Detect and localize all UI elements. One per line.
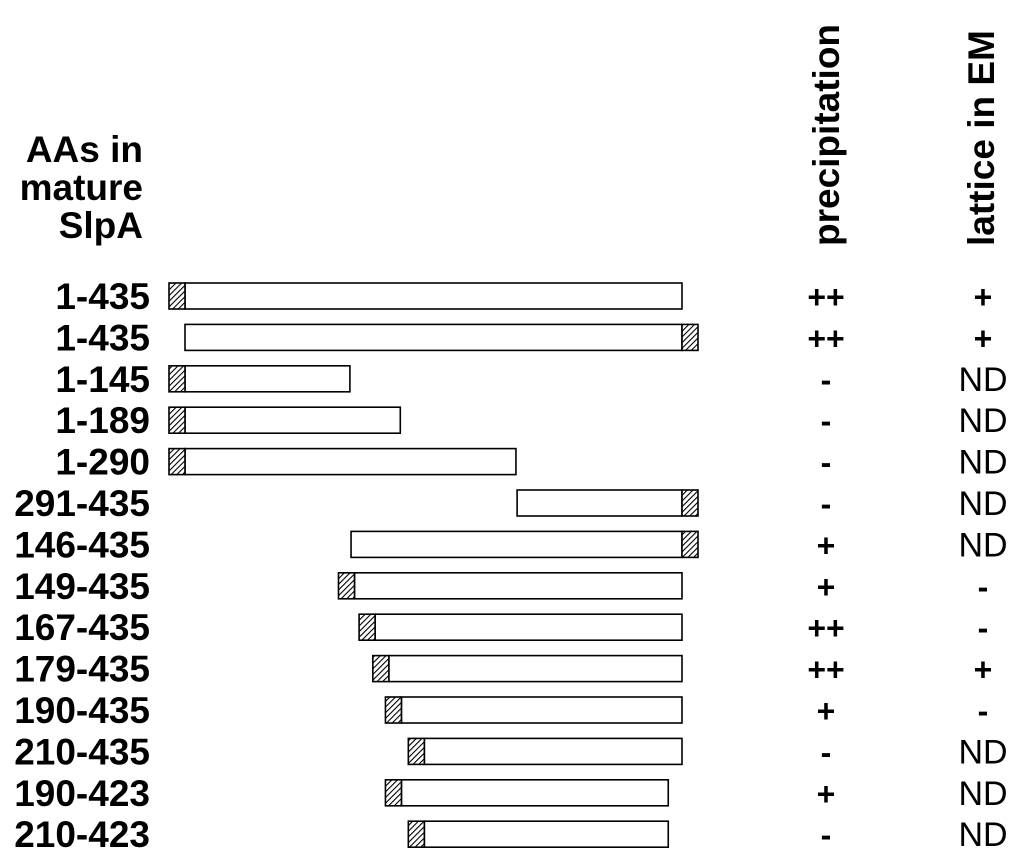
construct-label: 149-435	[14, 566, 150, 607]
construct-bar	[374, 613, 683, 642]
precipitation-value: -	[821, 403, 832, 439]
lattice-value: +	[974, 652, 993, 688]
precipitation-value: ++	[807, 279, 844, 315]
construct-label: 1-290	[55, 442, 150, 483]
tag-box-icon	[407, 820, 426, 849]
precipitation-header: precipitation	[806, 24, 847, 246]
lattice-value: -	[978, 569, 989, 605]
lattice-value: ND	[958, 402, 1007, 440]
lattice-value: ND	[958, 361, 1007, 399]
construct-label: 190-423	[14, 773, 150, 814]
construct-bar	[388, 654, 683, 683]
construct-bar	[400, 696, 683, 724]
construct-bar	[184, 406, 402, 435]
tag-box-icon	[681, 489, 699, 517]
tag-box-icon	[384, 696, 403, 724]
precipitation-value: -	[821, 362, 832, 398]
construct-label: 1-435	[55, 317, 150, 358]
tag-box-icon	[358, 613, 376, 642]
precipitation-value: +	[817, 776, 836, 812]
tag-box-icon	[407, 737, 426, 766]
construct-label: 1-189	[55, 400, 150, 441]
lattice-value: ND	[958, 485, 1007, 523]
lattice-value: ND	[958, 526, 1007, 564]
tag-box-icon	[372, 654, 390, 683]
precipitation-value: +	[817, 527, 836, 563]
tag-box-icon	[681, 530, 699, 559]
construct-bar	[184, 282, 683, 310]
construct-label: 1-145	[55, 359, 150, 400]
precipitation-value: +	[817, 693, 836, 729]
tag-box-icon	[168, 406, 186, 435]
construct-label: 146-435	[14, 524, 150, 565]
lattice-value: +	[974, 320, 993, 356]
lattice-value: -	[978, 693, 989, 729]
lattice-value: ND	[958, 816, 1007, 854]
lattice-value: +	[974, 279, 993, 315]
precipitation-value: -	[821, 734, 832, 770]
construct-label: 190-435	[14, 690, 150, 731]
construct-bar	[423, 737, 683, 766]
header-line-2: mature	[20, 167, 143, 208]
construct-bar	[423, 820, 670, 849]
construct-bar	[516, 489, 683, 517]
tag-box-icon	[337, 571, 356, 600]
tag-box-icon	[168, 447, 186, 476]
header-line-3: SlpA	[59, 205, 143, 246]
lattice-value: ND	[958, 733, 1007, 771]
header-line-1: AAs in	[26, 129, 143, 170]
lattice-value: -	[978, 610, 989, 646]
construct-label: 1-435	[55, 276, 150, 317]
construct-label: 291-435	[14, 483, 150, 524]
construct-rows: 1-435 ++ +1-435 ++ +1-145- ND1-189- ND1-290- ND…	[14, 276, 1007, 855]
construct-bar	[353, 571, 683, 600]
tag-box-icon	[168, 282, 186, 310]
construct-bar	[400, 778, 670, 807]
construct-bar	[184, 364, 351, 393]
lattice-value: ND	[958, 444, 1007, 482]
construct-bar	[184, 447, 517, 476]
precipitation-value: ++	[807, 652, 844, 688]
construct-label: 167-435	[14, 607, 150, 648]
precipitation-value: -	[821, 445, 832, 481]
precipitation-value: +	[817, 569, 836, 605]
construct-label: 179-435	[14, 649, 150, 690]
tag-box-icon	[681, 323, 699, 352]
lattice-header: lattice in EM	[961, 30, 1002, 246]
precipitation-value: -	[821, 486, 832, 522]
precipitation-value: ++	[807, 610, 844, 646]
tag-box-icon	[384, 778, 403, 807]
construct-label: 210-435	[14, 731, 150, 772]
tag-box-icon	[168, 364, 186, 393]
construct-bar	[350, 530, 683, 559]
construct-bar	[184, 323, 683, 352]
lattice-value: ND	[958, 775, 1007, 813]
construct-label: 210-423	[14, 814, 150, 855]
precipitation-value: ++	[807, 320, 844, 356]
precipitation-value: -	[821, 817, 832, 853]
